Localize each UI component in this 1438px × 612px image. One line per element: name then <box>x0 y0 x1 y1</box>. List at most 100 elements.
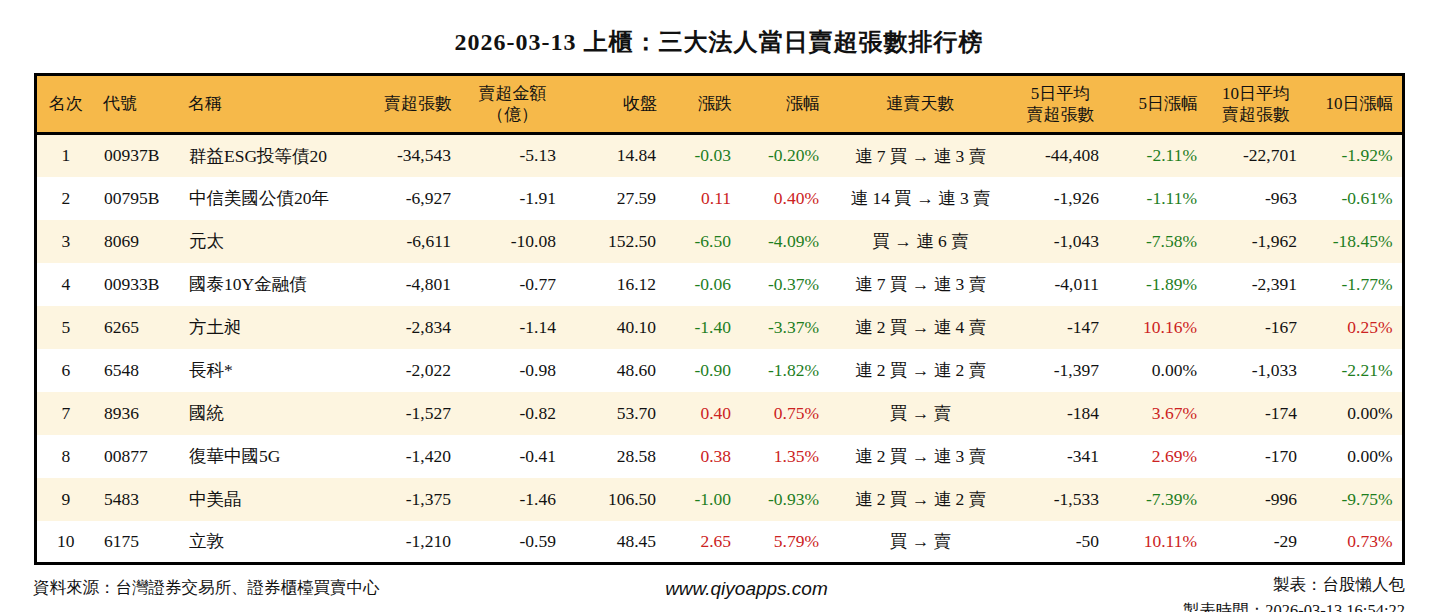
ranking-table: 名次代號名稱賣超張數賣超金額 （億）收盤漲跌漲幅連賣天數5日平均 賣超張數5日漲… <box>34 73 1405 565</box>
cell-pct5: 10.16% <box>1108 306 1206 349</box>
cell-sell_amount: -0.77 <box>460 263 565 306</box>
cell-sell_amount: -1.46 <box>460 478 565 521</box>
cell-name: 復華中國5G <box>180 435 345 478</box>
table-header: 名次代號名稱賣超張數賣超金額 （億）收盤漲跌漲幅連賣天數5日平均 賣超張數5日漲… <box>35 75 1403 134</box>
column-header-rank: 名次 <box>35 75 95 134</box>
report-footer: 資料來源：台灣證券交易所、證券櫃檯買賣中心 www.qiyoapps.com 製… <box>33 572 1405 612</box>
cell-sell_volume: -1,210 <box>345 521 460 564</box>
table-row: 38069元太-6,611-10.08152.50-6.50-4.09%買 → … <box>35 220 1403 263</box>
cell-rank: 7 <box>35 392 95 435</box>
table-row: 100937B群益ESG投等債20-34,543-5.1314.84-0.03-… <box>35 134 1403 177</box>
cell-sell_amount: -0.82 <box>460 392 565 435</box>
cell-pct10: 0.73% <box>1306 521 1403 564</box>
cell-sell_amount: -1.91 <box>460 177 565 220</box>
cell-avg10: -1,033 <box>1206 349 1306 392</box>
cell-close: 27.59 <box>565 177 665 220</box>
cell-close: 28.58 <box>565 435 665 478</box>
cell-sell_volume: -2,022 <box>345 349 460 392</box>
cell-streak: 連 2 買 → 連 4 賣 <box>828 306 1013 349</box>
cell-change: -0.06 <box>665 263 740 306</box>
cell-rank: 5 <box>35 306 95 349</box>
cell-code: 00795B <box>95 177 180 220</box>
report-title: 2026-03-13 上櫃：三大法人當日賣超張數排行榜 <box>0 0 1438 73</box>
cell-change_pct: -4.09% <box>740 220 828 263</box>
cell-change_pct: -1.82% <box>740 349 828 392</box>
cell-code: 8936 <box>95 392 180 435</box>
cell-pct10: 0.00% <box>1306 392 1403 435</box>
cell-streak: 連 2 買 → 連 2 賣 <box>828 349 1013 392</box>
cell-avg10: -167 <box>1206 306 1306 349</box>
cell-pct5: 2.69% <box>1108 435 1206 478</box>
cell-change: -6.50 <box>665 220 740 263</box>
cell-change_pct: -0.37% <box>740 263 828 306</box>
cell-avg5: -1,397 <box>1013 349 1108 392</box>
cell-change: -0.90 <box>665 349 740 392</box>
cell-name: 國統 <box>180 392 345 435</box>
cell-change_pct: -0.93% <box>740 478 828 521</box>
table-header-row: 名次代號名稱賣超張數賣超金額 （億）收盤漲跌漲幅連賣天數5日平均 賣超張數5日漲… <box>35 75 1403 134</box>
table-row: 106175立敦-1,210-0.5948.452.655.79%買 → 賣-5… <box>35 521 1403 564</box>
cell-avg10: -963 <box>1206 177 1306 220</box>
cell-pct10: -9.75% <box>1306 478 1403 521</box>
cell-close: 14.84 <box>565 134 665 177</box>
cell-streak: 買 → 賣 <box>828 521 1013 564</box>
cell-avg10: -29 <box>1206 521 1306 564</box>
cell-sell_volume: -1,375 <box>345 478 460 521</box>
column-header-avg5: 5日平均 賣超張數 <box>1013 75 1108 134</box>
cell-code: 6265 <box>95 306 180 349</box>
cell-pct10: -0.61% <box>1306 177 1403 220</box>
cell-avg5: -50 <box>1013 521 1108 564</box>
cell-avg10: -1,962 <box>1206 220 1306 263</box>
cell-sell_amount: -5.13 <box>460 134 565 177</box>
cell-change: 0.38 <box>665 435 740 478</box>
cell-change_pct: 5.79% <box>740 521 828 564</box>
cell-code: 6548 <box>95 349 180 392</box>
cell-change: -1.40 <box>665 306 740 349</box>
cell-close: 152.50 <box>565 220 665 263</box>
cell-avg10: -170 <box>1206 435 1306 478</box>
cell-rank: 3 <box>35 220 95 263</box>
cell-sell_volume: -6,927 <box>345 177 460 220</box>
cell-avg5: -341 <box>1013 435 1108 478</box>
cell-streak: 連 7 買 → 連 3 賣 <box>828 263 1013 306</box>
table-row: 95483中美晶-1,375-1.46106.50-1.00-0.93%連 2 … <box>35 478 1403 521</box>
cell-pct5: -7.39% <box>1108 478 1206 521</box>
cell-pct10: 0.25% <box>1306 306 1403 349</box>
column-header-streak: 連賣天數 <box>828 75 1013 134</box>
cell-name: 國泰10Y金融債 <box>180 263 345 306</box>
cell-close: 48.45 <box>565 521 665 564</box>
cell-pct5: -7.58% <box>1108 220 1206 263</box>
cell-sell_volume: -1,420 <box>345 435 460 478</box>
cell-change: 0.11 <box>665 177 740 220</box>
cell-pct5: -2.11% <box>1108 134 1206 177</box>
table-row: 78936國統-1,527-0.8253.700.400.75%買 → 賣-18… <box>35 392 1403 435</box>
cell-close: 106.50 <box>565 478 665 521</box>
column-header-change_pct: 漲幅 <box>740 75 828 134</box>
cell-change_pct: 1.35% <box>740 435 828 478</box>
data-source-note: 資料來源：台灣證券交易所、證券櫃檯買賣中心 <box>33 572 582 599</box>
cell-streak: 連 2 買 → 連 3 賣 <box>828 435 1013 478</box>
cell-avg10: -996 <box>1206 478 1306 521</box>
cell-sell_amount: -10.08 <box>460 220 565 263</box>
timestamp-note: 製表時間：2026-03-13 16:54:22 <box>911 598 1405 612</box>
website-url: www.qiyoapps.com <box>582 572 911 600</box>
cell-pct5: -1.89% <box>1108 263 1206 306</box>
cell-pct10: -1.92% <box>1306 134 1403 177</box>
cell-sell_volume: -1,527 <box>345 392 460 435</box>
cell-avg5: -4,011 <box>1013 263 1108 306</box>
cell-rank: 10 <box>35 521 95 564</box>
cell-streak: 連 14 買 → 連 3 賣 <box>828 177 1013 220</box>
cell-pct10: -2.21% <box>1306 349 1403 392</box>
cell-sell_amount: -0.59 <box>460 521 565 564</box>
cell-avg5: -184 <box>1013 392 1108 435</box>
cell-rank: 8 <box>35 435 95 478</box>
cell-change_pct: 0.40% <box>740 177 828 220</box>
cell-close: 40.10 <box>565 306 665 349</box>
column-header-avg10: 10日平均 賣超張數 <box>1206 75 1306 134</box>
cell-avg5: -44,408 <box>1013 134 1108 177</box>
cell-pct5: -1.11% <box>1108 177 1206 220</box>
column-header-name: 名稱 <box>180 75 345 134</box>
cell-rank: 6 <box>35 349 95 392</box>
table-row: 200795B中信美國公債20年-6,927-1.9127.590.110.40… <box>35 177 1403 220</box>
cell-sell_amount: -0.98 <box>460 349 565 392</box>
